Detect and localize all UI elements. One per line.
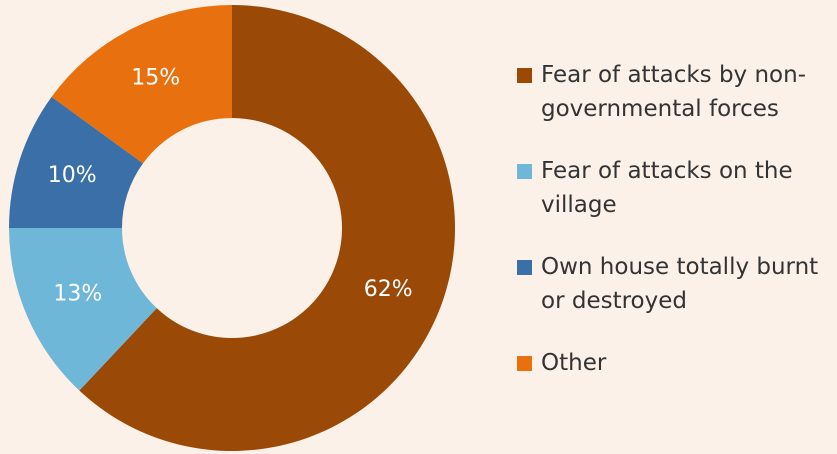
legend-item: Own house totally burnt or destroyed xyxy=(517,250,832,318)
legend-swatch xyxy=(517,164,532,179)
data-label: 10% xyxy=(48,163,97,188)
legend-item: Fear of attacks by non-governmental forc… xyxy=(517,58,832,126)
slice xyxy=(51,5,233,164)
data-label: 15% xyxy=(131,65,180,90)
chart: 62% 13% 10% 15% xyxy=(9,5,455,451)
slice xyxy=(79,5,455,451)
legend-swatch xyxy=(517,68,532,83)
legend-label: Own house totally burnt or destroyed xyxy=(541,254,819,314)
legend-item: Other xyxy=(517,346,832,380)
legend: Fear of attacks by non-governmental forc… xyxy=(517,58,832,408)
legend-label: Fear of attacks by non-governmental forc… xyxy=(541,62,806,122)
data-label: 13% xyxy=(53,282,102,307)
slice xyxy=(9,96,144,228)
data-label: 62% xyxy=(364,277,413,302)
legend-label: Fear of attacks on the village xyxy=(541,158,793,218)
slice xyxy=(9,228,157,391)
legend-swatch xyxy=(517,356,532,371)
legend-item: Fear of attacks on the village xyxy=(517,154,832,222)
legend-label: Other xyxy=(541,350,607,376)
legend-swatch xyxy=(517,260,532,275)
